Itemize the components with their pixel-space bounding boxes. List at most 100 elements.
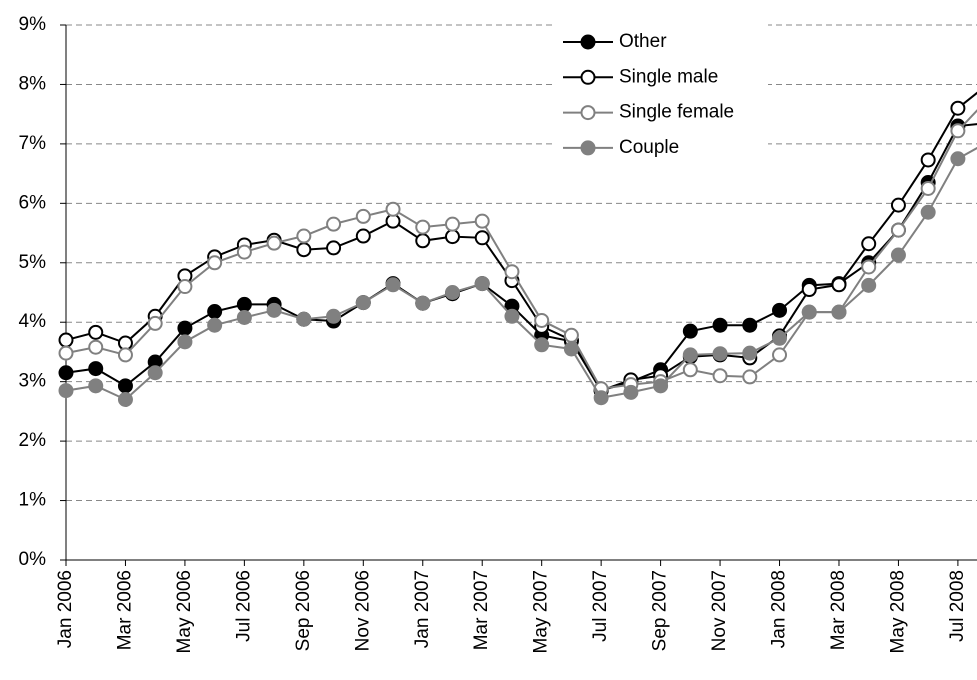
data-point (355, 208, 371, 224)
data-point (207, 304, 223, 320)
data-point (712, 346, 728, 362)
data-point (920, 180, 936, 196)
data-point (58, 383, 74, 399)
y-tick-label: 8% (19, 73, 47, 94)
data-point (682, 323, 698, 339)
data-point (920, 204, 936, 220)
data-point (831, 277, 847, 293)
y-tick-label: 6% (19, 192, 47, 213)
data-point (58, 365, 74, 381)
data-point (58, 332, 74, 348)
data-point (772, 330, 788, 346)
data-point (890, 197, 906, 213)
data-point (861, 236, 877, 252)
data-point (296, 228, 312, 244)
data-point (177, 320, 193, 336)
data-point (266, 235, 282, 251)
y-tick-label: 9% (19, 14, 47, 35)
data-point (563, 327, 579, 343)
data-point (326, 240, 342, 256)
legend-marker (580, 140, 596, 156)
data-point (355, 228, 371, 244)
y-tick-label: 1% (19, 490, 47, 511)
data-point (534, 337, 550, 353)
data-point (444, 229, 460, 245)
data-point (385, 277, 401, 293)
data-point (474, 213, 490, 229)
data-point (147, 315, 163, 331)
y-tick-label: 0% (19, 549, 47, 570)
series-line (65, 146, 977, 401)
series-line (65, 91, 977, 392)
data-point (326, 308, 342, 324)
x-tick-label: Mar 2006 (114, 570, 135, 650)
x-tick-label: Mar 2007 (471, 570, 492, 650)
legend-marker (580, 34, 596, 50)
data-point (950, 151, 966, 167)
data-point (801, 282, 817, 298)
data-point (88, 339, 104, 355)
data-point (236, 309, 252, 325)
data-point (444, 285, 460, 300)
y-tick-label: 3% (19, 371, 47, 392)
data-point (950, 123, 966, 139)
y-tick-label: 7% (19, 133, 47, 154)
data-point (682, 362, 698, 378)
x-tick-label: Jul 2008 (947, 570, 968, 642)
data-point (504, 308, 520, 324)
legend-label: Other (619, 31, 667, 52)
data-point (355, 295, 371, 311)
data-point (236, 244, 252, 260)
data-point (772, 347, 788, 363)
data-point (117, 378, 133, 394)
data-point (296, 242, 312, 258)
data-point (415, 295, 431, 311)
data-point (653, 378, 669, 394)
data-point (474, 276, 490, 292)
x-tick-label: Mar 2008 (828, 570, 849, 650)
data-point (326, 216, 342, 232)
x-tick-label: Sep 2006 (293, 570, 314, 651)
legend-label: Couple (619, 137, 679, 158)
data-point (117, 392, 133, 407)
y-tick-label: 5% (19, 252, 47, 273)
data-point (831, 304, 847, 320)
x-tick-label: Nov 2007 (709, 570, 730, 651)
legend-marker (580, 69, 596, 85)
data-point (117, 347, 133, 363)
x-tick-label: Jan 2007 (412, 570, 433, 648)
x-tick-label: May 2007 (531, 570, 552, 653)
series-line (65, 123, 977, 392)
data-point (742, 317, 758, 333)
series-line (65, 109, 977, 390)
data-point (88, 378, 104, 394)
x-tick-label: Jul 2007 (590, 570, 611, 642)
data-point (920, 152, 936, 168)
data-point (504, 264, 520, 280)
x-tick-label: Nov 2006 (352, 570, 373, 651)
data-point (266, 302, 282, 318)
data-point (207, 317, 223, 333)
data-point (742, 345, 758, 361)
data-point (534, 312, 550, 328)
data-point (88, 324, 104, 340)
data-point (772, 302, 788, 318)
x-tick-label: May 2008 (887, 570, 908, 653)
legend-marker (580, 105, 596, 121)
data-point (177, 279, 193, 295)
data-point (712, 368, 728, 384)
x-tick-label: May 2006 (174, 570, 195, 653)
data-point (890, 222, 906, 238)
data-point (593, 390, 609, 406)
data-point (177, 334, 193, 350)
data-point (712, 317, 728, 333)
data-point (415, 219, 431, 235)
data-point (623, 384, 639, 400)
data-point (58, 345, 74, 361)
data-point (236, 296, 252, 312)
data-point (474, 230, 490, 246)
data-point (296, 311, 312, 327)
x-tick-label: Sep 2007 (650, 570, 671, 651)
data-point (88, 361, 104, 377)
